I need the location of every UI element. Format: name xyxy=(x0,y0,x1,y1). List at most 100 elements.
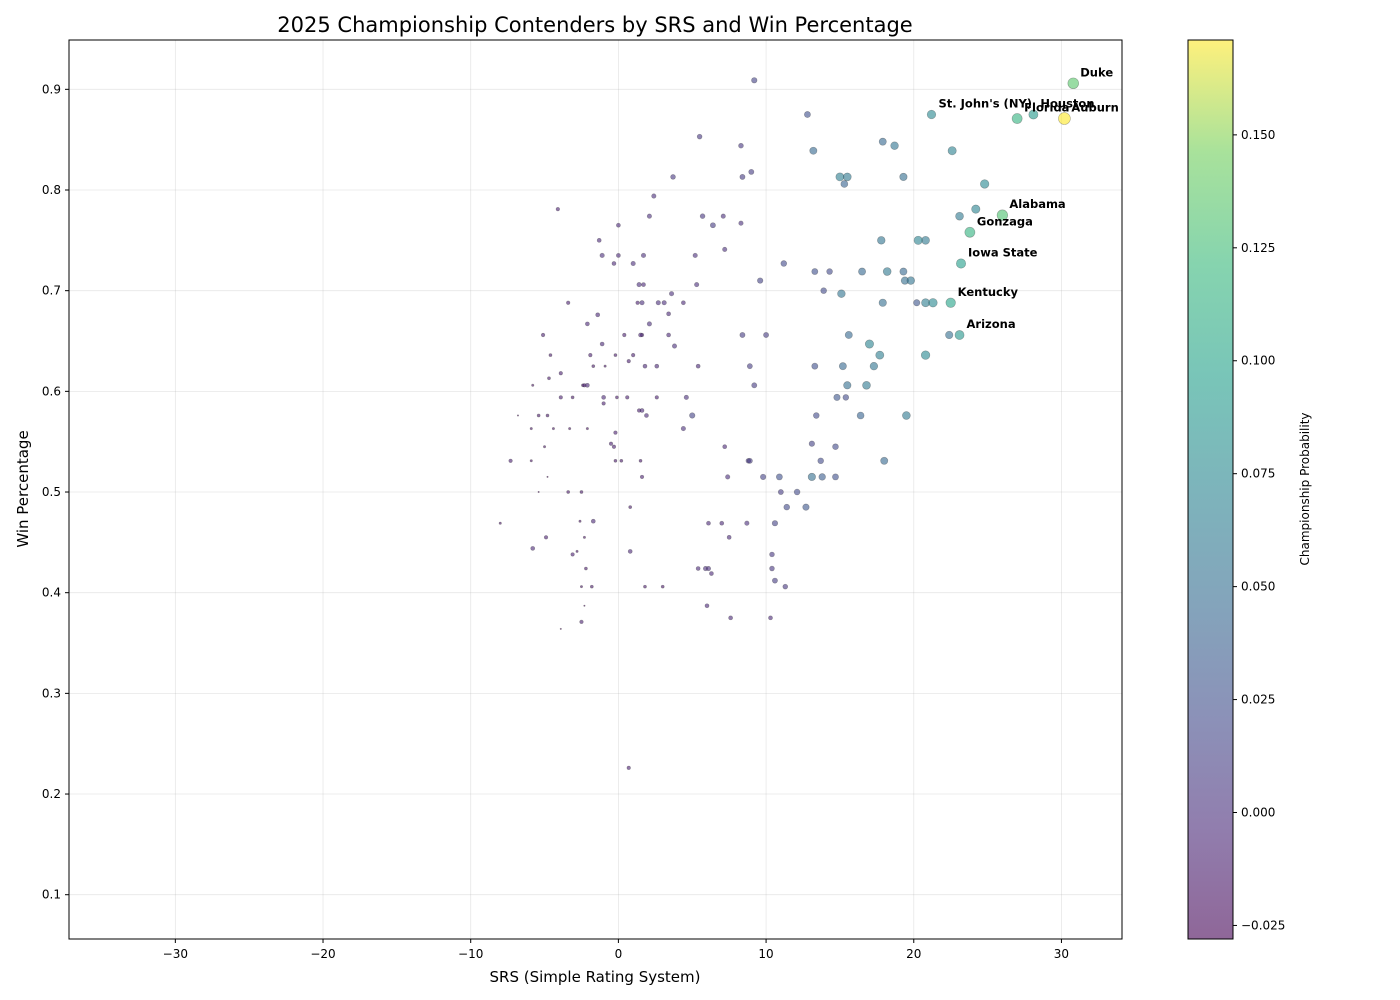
data-point xyxy=(843,381,852,390)
data-point xyxy=(706,520,711,526)
data-point xyxy=(641,282,646,287)
data-point xyxy=(579,585,583,589)
grid xyxy=(69,40,1122,939)
data-point xyxy=(599,252,605,258)
x-tick-label: −10 xyxy=(458,947,483,961)
data-point xyxy=(638,458,643,463)
data-point xyxy=(877,236,886,245)
colorbar-tick-label: 0.000 xyxy=(1241,806,1275,820)
y-tick-label: 0.6 xyxy=(42,384,61,398)
data-point xyxy=(956,258,967,269)
data-point xyxy=(751,77,758,84)
data-point xyxy=(833,393,841,401)
data-point xyxy=(681,300,686,306)
colorbar xyxy=(1187,39,1234,940)
data-point xyxy=(627,549,633,554)
point-annotation: Houston xyxy=(1040,96,1094,110)
x-tick-label: 20 xyxy=(906,947,921,961)
data-point xyxy=(709,571,714,576)
data-point xyxy=(628,505,633,509)
data-point xyxy=(858,267,866,276)
data-point xyxy=(626,359,631,364)
y-tick-label: 0.5 xyxy=(42,485,61,499)
data-point xyxy=(537,490,540,494)
data-point xyxy=(811,268,819,275)
data-point xyxy=(585,427,589,431)
data-point xyxy=(725,474,731,480)
data-point xyxy=(757,277,764,284)
data-point xyxy=(705,565,712,572)
data-point xyxy=(498,521,502,525)
point-annotation: Duke xyxy=(1080,65,1113,79)
data-point xyxy=(820,287,827,294)
data-point xyxy=(570,395,575,400)
data-point xyxy=(772,577,778,584)
x-tick-label: −20 xyxy=(310,947,335,961)
data-point xyxy=(616,222,621,228)
data-point xyxy=(739,332,746,338)
data-point xyxy=(669,291,675,297)
data-point xyxy=(547,376,551,381)
data-point xyxy=(643,584,647,589)
data-point xyxy=(843,172,852,182)
data-point xyxy=(608,441,614,446)
y-tick-label: 0.2 xyxy=(42,787,61,801)
data-point xyxy=(626,765,631,770)
data-point xyxy=(654,395,659,400)
data-point xyxy=(699,213,706,219)
data-point xyxy=(844,331,853,339)
data-point xyxy=(1058,112,1071,125)
data-point xyxy=(613,353,618,357)
data-point xyxy=(694,282,700,288)
data-point xyxy=(746,363,753,370)
data-point xyxy=(954,330,965,340)
data-point xyxy=(842,394,850,401)
data-point xyxy=(751,382,758,389)
data-point xyxy=(921,236,930,245)
data-point xyxy=(728,615,733,621)
x-tick-label: −30 xyxy=(163,947,188,961)
data-point xyxy=(638,332,643,338)
data-point xyxy=(601,401,606,406)
data-point xyxy=(630,260,636,267)
y-tick-label: 0.4 xyxy=(42,586,61,600)
data-point xyxy=(862,381,871,390)
colorbar-tick-label: 0.100 xyxy=(1241,354,1275,368)
data-point xyxy=(578,519,582,523)
data-point xyxy=(666,311,671,317)
data-point xyxy=(1011,113,1023,124)
data-point xyxy=(840,180,849,188)
data-points xyxy=(498,77,1079,770)
data-point xyxy=(661,300,667,306)
colorbar-tick-label: 0.075 xyxy=(1241,467,1275,481)
x-axis-title: SRS (Simple Rating System) xyxy=(490,968,701,986)
data-point xyxy=(738,220,744,226)
data-point xyxy=(611,444,617,449)
x-axis-ticks: −30 −20 −10 0 10 20 30 xyxy=(163,939,1069,961)
data-point xyxy=(739,173,746,180)
colorbar-tick-label: 0.125 xyxy=(1241,241,1275,255)
data-point xyxy=(655,300,661,306)
data-point xyxy=(616,253,621,258)
data-point xyxy=(603,364,607,368)
data-point xyxy=(878,137,887,146)
data-point xyxy=(804,111,811,118)
data-point xyxy=(529,427,533,431)
data-point xyxy=(613,458,618,463)
data-point xyxy=(588,353,593,358)
data-point xyxy=(530,546,536,551)
data-point xyxy=(642,363,648,369)
y-axis-ticks: 0.1 0.2 0.3 0.4 0.5 0.6 0.7 0.8 0.9 xyxy=(42,82,69,902)
data-point xyxy=(826,268,833,275)
data-point xyxy=(639,474,645,480)
data-point xyxy=(575,549,579,553)
x-tick-label: 10 xyxy=(758,947,773,961)
data-point xyxy=(722,246,728,252)
colorbar-ticks: −0.025 0.000 0.025 0.050 0.075 0.100 0.125 0.15… xyxy=(1233,128,1285,932)
colorbar-tick-label: 0.050 xyxy=(1241,580,1275,594)
x-tick-label: 30 xyxy=(1054,947,1069,961)
data-point xyxy=(666,332,671,338)
data-point xyxy=(680,426,686,432)
point-annotation: Kentucky xyxy=(958,285,1019,299)
